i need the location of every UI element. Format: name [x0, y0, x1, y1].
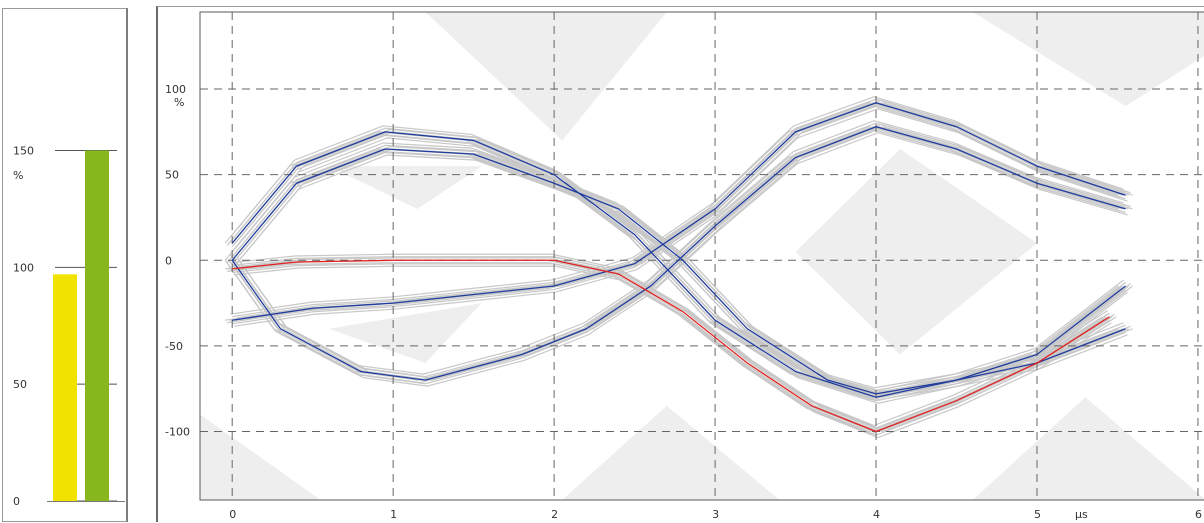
persistence-trace: [229, 120, 1124, 375]
mask-region: [562, 405, 780, 500]
bar: [53, 274, 77, 501]
y-tick-label: -50: [165, 340, 183, 353]
bar-y-tick-label: 50: [13, 378, 27, 391]
mask-region: [328, 303, 482, 364]
bar-chart: 0 50 100 150 %: [13, 144, 125, 508]
mask-region: [795, 148, 1037, 355]
mask-region: [972, 397, 1204, 500]
plot-border: [199, 11, 1204, 501]
signal-trace: [231, 148, 1126, 395]
x-tick-label: 2: [551, 508, 558, 521]
persistence-trace: [234, 265, 1112, 439]
persistence-trace: [234, 108, 1128, 327]
eye-diagram-panel: 0 1 2 3 4 5 6 -100 -50 0 50 100 % µs: [156, 6, 1204, 522]
mask-region: [328, 166, 482, 209]
bar-y-tick-label: 100: [13, 261, 34, 274]
persistence-trace: [237, 99, 1131, 319]
x-tick-label: 6: [1195, 508, 1202, 521]
eye-diagram-chart: 0 1 2 3 4 5 6 -100 -50 0 50 100 % µs: [165, 11, 1204, 521]
highlight-trace: [232, 259, 1110, 433]
eye-x-axis-unit: µs: [1075, 508, 1088, 521]
mask-region: [425, 12, 667, 141]
signal-trace: [231, 131, 1126, 398]
persistence-trace: [230, 253, 1108, 427]
y-tick-label: -100: [165, 426, 190, 439]
persistence-trace: [232, 263, 1110, 436]
bar-y-tick-label: 0: [13, 495, 20, 508]
eye-y-axis-unit: %: [174, 96, 184, 109]
signal-trace: [231, 126, 1126, 381]
y-tick-label: 100: [165, 83, 186, 96]
y-tick-label: 50: [165, 169, 179, 182]
bar-y-tick-label: 150: [13, 144, 34, 157]
persistence-trace: [233, 154, 1128, 401]
persistence-trace: [230, 96, 1124, 315]
x-tick-label: 1: [390, 508, 397, 521]
bar-y-axis-unit: %: [13, 169, 23, 182]
x-tick-label: 0: [229, 508, 236, 521]
x-tick-label: 4: [873, 508, 880, 521]
mask-region: [972, 12, 1204, 107]
persistence-trace: [224, 126, 1119, 381]
y-tick-label: 0: [165, 254, 172, 267]
persistence-trace: [238, 126, 1133, 381]
bar: [85, 150, 109, 501]
x-tick-label: 3: [712, 508, 719, 521]
signal-trace: [232, 102, 1126, 321]
bar-chart-panel: 0 50 100 150 %: [2, 8, 128, 522]
persistence-trace: [233, 137, 1128, 404]
x-tick-label: 5: [1034, 508, 1041, 521]
mask-region: [200, 414, 321, 500]
